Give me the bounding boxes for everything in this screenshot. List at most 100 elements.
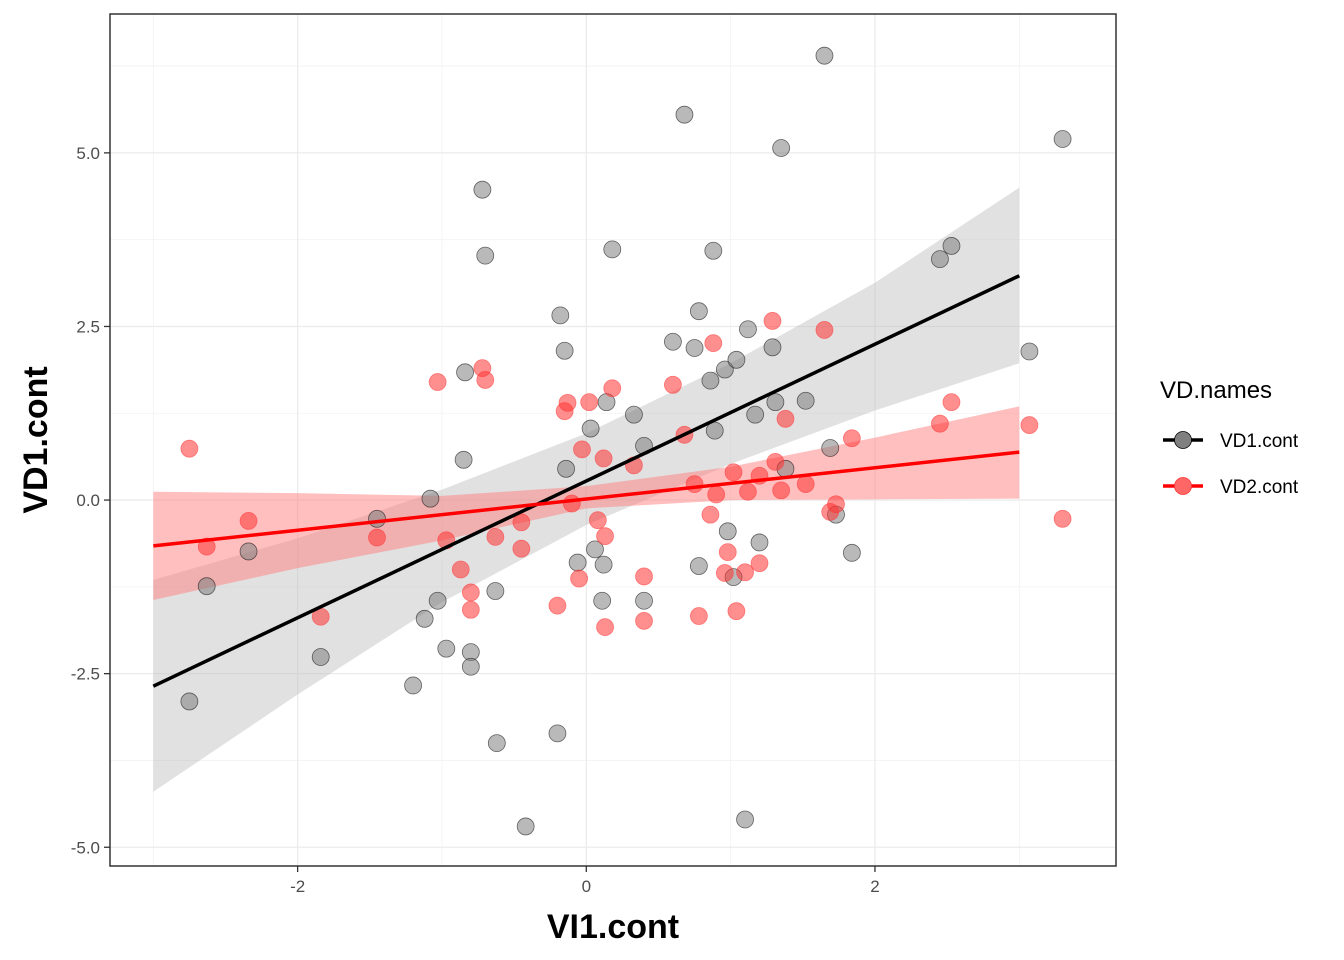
point-series2-11 (476, 371, 495, 389)
point-series1-55 (821, 439, 840, 457)
point-series1-19 (548, 724, 567, 743)
point-series2-14 (512, 513, 531, 532)
point-series1-45 (736, 810, 754, 829)
point-series2-53 (842, 429, 861, 448)
point-series2-54 (931, 414, 949, 433)
point-series2-24 (596, 527, 614, 546)
point-series1-35 (685, 339, 704, 357)
point-series1-4 (368, 509, 386, 528)
point-series2-35 (704, 334, 723, 353)
confidence-bands (153, 187, 1020, 792)
point-series1-26 (593, 591, 612, 610)
point-series1-22 (557, 459, 575, 478)
point-series2-30 (663, 375, 682, 394)
point-series1-46 (739, 320, 757, 339)
confidence-band-2 (153, 406, 1020, 601)
panel-border (109, 13, 1117, 867)
point-series2-38 (718, 543, 737, 562)
point-series2-48 (776, 409, 795, 428)
point-series1-54 (815, 46, 834, 65)
point-series1-34 (675, 105, 694, 124)
point-series2-9 (461, 600, 480, 619)
point-series2-17 (558, 393, 577, 412)
point-series1-44 (727, 350, 746, 369)
point-series2-55 (942, 393, 961, 412)
y-axis: -5.0 -2.5 0.0 2.5 5.0 (71, 144, 110, 857)
point-series1-33 (663, 332, 682, 351)
point-series2-29 (635, 611, 653, 630)
point-series2-5 (428, 373, 447, 391)
point-series2-42 (739, 482, 757, 501)
regression-line-2 (153, 450, 1020, 548)
point-series1-24 (581, 419, 600, 438)
point-series1-39 (704, 241, 723, 260)
point-series2-8 (461, 583, 480, 602)
legend-title: VD.names (1160, 377, 1272, 404)
point-series2-39 (724, 463, 743, 482)
point-series1-0 (180, 692, 199, 711)
point-series1-53 (796, 391, 815, 410)
point-series1-15 (476, 246, 495, 265)
point-series2-50 (815, 321, 834, 339)
point-series1-51 (772, 139, 791, 157)
x-axis-title: VI1.cont (547, 908, 679, 946)
data-points (180, 46, 1072, 836)
point-series2-25 (596, 618, 614, 637)
point-series2-22 (588, 511, 607, 530)
point-series1-27 (594, 555, 613, 574)
point-series1-47 (746, 405, 765, 424)
point-series1-37 (689, 557, 708, 575)
x-tick-label-1: 0 (582, 877, 591, 896)
point-series2-34 (701, 505, 720, 524)
point-series2-20 (573, 440, 591, 459)
point-series1-31 (635, 591, 653, 610)
point-series1-18 (516, 817, 535, 836)
point-series1-8 (428, 591, 447, 610)
point-series1-11 (456, 363, 474, 382)
point-series1-29 (603, 240, 622, 259)
regression-lines (152, 274, 1021, 688)
point-series2-23 (594, 449, 613, 468)
point-series2-56 (1020, 416, 1039, 434)
point-series2-37 (715, 564, 734, 582)
point-series2-19 (570, 569, 588, 588)
point-series1-49 (763, 338, 782, 357)
point-series1-9 (437, 639, 456, 658)
point-series1-21 (555, 341, 574, 360)
x-tick-label-0: -2 (290, 877, 305, 896)
point-series2-44 (750, 554, 769, 573)
point-series1-5 (404, 676, 422, 695)
point-series2-47 (772, 481, 791, 500)
point-series1-16 (486, 582, 505, 600)
point-series2-45 (763, 312, 782, 330)
point-series2-49 (796, 475, 815, 493)
legend-label-vd1: VD1.cont (1220, 431, 1299, 452)
point-series1-3 (311, 648, 330, 666)
legend-item-vd1: VD1.cont (1163, 431, 1299, 452)
legend-key-point-vd2 (1174, 477, 1192, 495)
legend: VD.names VD1.cont VD2.cont (1160, 377, 1299, 498)
point-series2-57 (1053, 509, 1072, 528)
point-series2-28 (635, 567, 653, 586)
point-series1-1 (197, 577, 216, 596)
point-series1-50 (766, 393, 785, 412)
point-series1-61 (1053, 130, 1072, 148)
point-series2-1 (197, 537, 216, 556)
point-series2-7 (451, 560, 470, 579)
point-series1-38 (701, 371, 720, 390)
point-series1-10 (454, 450, 473, 469)
point-series2-21 (580, 393, 599, 412)
y-axis-title: VD1.cont (17, 366, 55, 513)
y-tick-label-3: 2.5 (76, 317, 100, 336)
point-series1-48 (750, 533, 769, 552)
point-series2-0 (180, 439, 199, 458)
point-series2-33 (689, 607, 708, 625)
point-series1-23 (568, 553, 587, 572)
point-series1-59 (942, 237, 961, 255)
y-tick-label-1: -2.5 (71, 665, 100, 684)
point-series2-2 (239, 511, 258, 530)
legend-label-vd2: VD2.cont (1220, 477, 1299, 498)
point-series1-40 (705, 421, 724, 440)
regression-line-1 (152, 274, 1021, 688)
